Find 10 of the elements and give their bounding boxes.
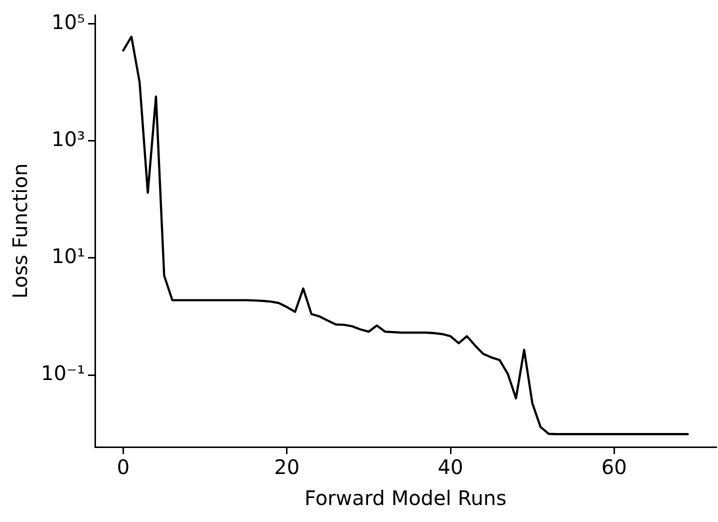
x-tick-label: 40 [438, 455, 464, 480]
x-axis-title: Forward Model Runs [304, 486, 506, 510]
y-axis-title: Loss Function [8, 163, 32, 299]
y-tick-label: 10³ [52, 127, 86, 152]
y-tick-label: 10¹ [52, 244, 86, 268]
y-tick-label: 10⁻¹ [40, 361, 86, 386]
x-tick-label: 20 [274, 455, 300, 480]
x-tick-label: 0 [116, 455, 130, 480]
x-tick-label: 60 [601, 455, 627, 480]
y-tick-label: 10⁵ [52, 10, 86, 34]
